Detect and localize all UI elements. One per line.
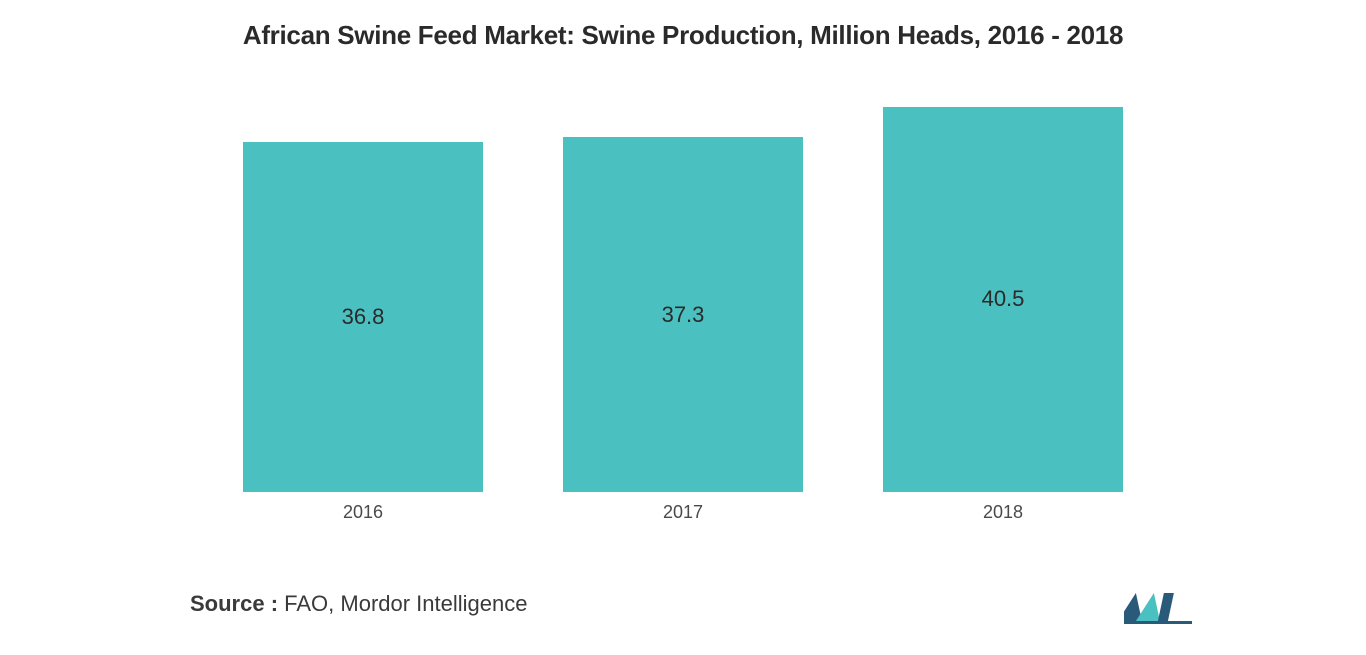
bar-2017: 37.3 [563, 137, 803, 492]
mordor-logo [1124, 583, 1196, 625]
bar-label: 2018 [983, 502, 1023, 523]
bar-wrapper: 37.3 [563, 102, 803, 492]
bar-2018: 40.5 [883, 107, 1123, 492]
source-value: FAO, Mordor Intelligence [278, 591, 527, 616]
chart-title: African Swine Feed Market: Swine Product… [60, 20, 1306, 51]
chart-area: 36.8 2016 37.3 2017 40.5 2018 [60, 91, 1306, 523]
bar-value: 40.5 [982, 286, 1025, 312]
chart-container: African Swine Feed Market: Swine Product… [0, 0, 1366, 655]
bar-label: 2016 [343, 502, 383, 523]
source-label: Source : [190, 591, 278, 616]
mordor-logo-icon [1124, 583, 1196, 625]
bar-group-2018: 40.5 2018 [883, 102, 1123, 523]
bar-label: 2017 [663, 502, 703, 523]
bar-value: 36.8 [342, 304, 385, 330]
bar-value: 37.3 [662, 302, 705, 328]
bar-wrapper: 40.5 [883, 102, 1123, 492]
bar-wrapper: 36.8 [243, 102, 483, 492]
bar-2016: 36.8 [243, 142, 483, 492]
bar-group-2017: 37.3 2017 [563, 102, 803, 523]
bar-group-2016: 36.8 2016 [243, 102, 483, 523]
source-text: Source : FAO, Mordor Intelligence [190, 591, 527, 617]
chart-footer: Source : FAO, Mordor Intelligence [60, 583, 1306, 625]
